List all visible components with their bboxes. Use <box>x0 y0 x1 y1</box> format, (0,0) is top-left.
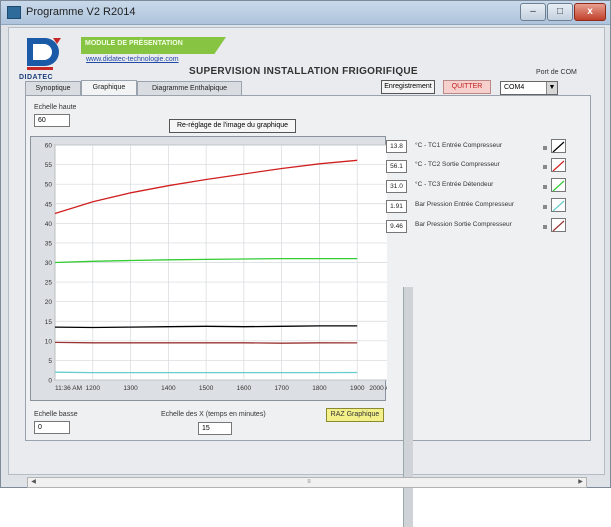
readout-tc1: 13.8 <box>386 140 407 153</box>
legend-toggle-pression-sortie[interactable] <box>543 225 547 229</box>
x-tick-label: 1800 <box>312 385 327 392</box>
y-tick-label: 20 <box>45 299 53 306</box>
legend-swatch-tc2[interactable] <box>551 158 566 172</box>
readout-tc3: 31.0 <box>386 180 407 193</box>
tab-diagramme-enthalpique[interactable]: Diagramme Enthalpique <box>137 81 242 95</box>
website-link[interactable]: www.didatec-technologie.com <box>86 56 179 63</box>
minimize-button[interactable]: – <box>520 3 546 21</box>
y-tick-label: 15 <box>45 319 53 326</box>
y-tick-label: 45 <box>45 201 53 208</box>
app-icon <box>7 6 21 19</box>
legend-toggle-pression-entree[interactable] <box>543 205 547 209</box>
com-port-label: Port de COM <box>536 69 577 76</box>
echelle-haute-input[interactable]: 60 <box>34 114 70 127</box>
echelle-temps-label: Echelle des X (temps en minutes) <box>161 411 266 418</box>
readout-pression-sortie: 9.46 <box>386 220 407 233</box>
banner-text: MODULE DE PRÉSENTATION <box>85 40 183 47</box>
y-tick-label: 35 <box>45 240 53 247</box>
legend-swatch-pression-entree[interactable] <box>551 198 566 212</box>
readout-tc2: 56.1 <box>386 160 407 173</box>
title-bar[interactable]: Programme V2 R2014 – □ x <box>1 1 610 25</box>
tab-graphique[interactable]: Graphique <box>81 80 137 95</box>
y-tick-label: 25 <box>45 280 53 287</box>
scroll-right-icon[interactable]: ▶ <box>575 478 586 487</box>
legend-label-tc3: °C - TC3 Entrée Détendeur <box>415 181 493 188</box>
reglage-image-button[interactable]: Re-réglage de l'image du graphique <box>169 119 296 133</box>
x-tick-label: 1200 <box>86 385 101 392</box>
y-tick-label: 10 <box>45 338 53 345</box>
quitter-button[interactable]: QUITTER <box>443 80 491 94</box>
series-line-3 <box>55 342 357 343</box>
readout-pression-entree: 1.91 <box>386 200 407 213</box>
x-tick-label: 1600 <box>237 385 252 392</box>
legend-toggle-tc2[interactable] <box>543 165 547 169</box>
page-title: SUPERVISION INSTALLATION FRIGORIFIQUE <box>189 66 418 77</box>
y-axis-ticks: 0 5 10 15 20 25 30 35 40 45 50 55 60 <box>45 143 53 385</box>
y-tick-label: 5 <box>48 358 52 365</box>
x-tick-label: 1900 <box>350 385 365 392</box>
x-tick-label: 1400 <box>161 385 176 392</box>
tab-synoptique[interactable]: Synoptique <box>25 81 81 95</box>
legend-swatch-pression-sortie[interactable] <box>551 218 566 232</box>
legend-swatch-tc1[interactable] <box>551 139 566 153</box>
legend-label-pression-sortie: Bar Pression Sortie Compresseur <box>415 221 512 228</box>
x-tick-label: 1700 <box>274 385 289 392</box>
y-tick-label: 30 <box>45 260 53 267</box>
x-tick-label: 1300 <box>123 385 138 392</box>
window-horizontal-scrollbar[interactable]: ◀ ≡ ▶ <box>27 477 587 488</box>
legend-toggle-tc1[interactable] <box>543 146 547 150</box>
x-tick-label: 2000 AM <box>369 385 387 392</box>
x-tick-label: 11:36 AM <box>55 385 82 392</box>
legend-label-tc2: °C - TC2 Sortie Compresseur <box>415 161 500 168</box>
echelle-basse-input[interactable]: 0 <box>34 421 70 434</box>
legend-label-pression-entree: Bar Pression Entrée Compresseur <box>415 201 514 208</box>
y-tick-label: 50 <box>45 182 53 189</box>
legend-label-tc1: °C - TC1 Entrée Compresseur <box>415 142 502 149</box>
application-window: Programme V2 R2014 – □ x DIDATEC MODULE … <box>0 0 611 488</box>
scroll-left-icon[interactable]: ◀ <box>28 478 39 487</box>
y-tick-label: 60 <box>45 143 53 150</box>
y-tick-label: 0 <box>48 378 52 385</box>
chart-frame: 0 5 10 15 20 25 30 35 40 45 50 55 60 11:36 AM 1200 130… <box>30 136 386 401</box>
didatec-logo-icon <box>23 34 61 74</box>
legend-toggle-tc3[interactable] <box>543 185 547 189</box>
chevron-down-icon[interactable]: ▼ <box>546 82 557 94</box>
y-tick-label: 40 <box>45 221 53 228</box>
maximize-button[interactable]: □ <box>547 3 573 21</box>
close-button[interactable]: x <box>574 3 606 21</box>
scroll-thumb-grip-icon[interactable]: ≡ <box>298 479 320 486</box>
echelle-temps-input[interactable]: 15 <box>198 422 232 435</box>
echelle-basse-label: Echelle basse <box>34 411 78 418</box>
legend-swatch-tc3[interactable] <box>551 178 566 192</box>
chart-vertical-scrollbar[interactable] <box>403 287 413 527</box>
logo-text: DIDATEC <box>19 74 53 81</box>
window-title: Programme V2 R2014 <box>26 6 135 18</box>
line-chart: 0 5 10 15 20 25 30 35 40 45 50 55 60 11:36 AM 1200 130… <box>31 137 387 402</box>
enregistrement-button[interactable]: Enregistrement <box>381 80 435 94</box>
raz-graphique-button[interactable]: RAZ Graphique <box>326 408 384 422</box>
y-tick-label: 55 <box>45 162 53 169</box>
x-tick-label: 1500 <box>199 385 214 392</box>
echelle-haute-label: Echelle haute <box>34 104 76 111</box>
x-axis-ticks: 11:36 AM 1200 1300 1400 1500 1600 1700 1800 1900… <box>55 385 387 392</box>
